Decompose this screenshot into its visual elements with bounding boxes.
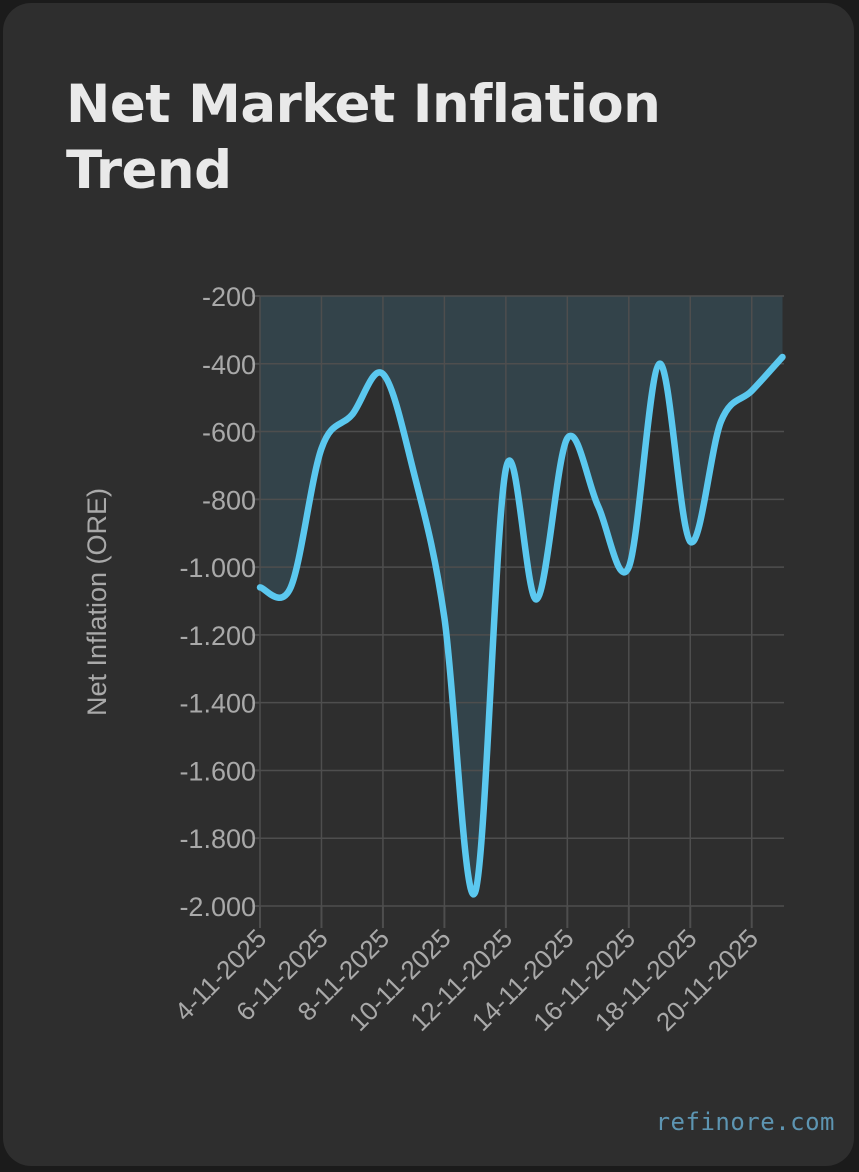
series-area-fill [260, 296, 783, 895]
chart-card [3, 3, 854, 1166]
y-axis-label: Net Inflation (ORE) [82, 488, 112, 716]
y-tick-label: -1.800 [179, 824, 256, 854]
y-tick-label: -2.000 [179, 892, 256, 922]
watermark: refinore.com [655, 1108, 835, 1136]
y-tick-label: -200 [202, 282, 256, 312]
y-axis-ticks: -200 -400 -600 -800 -1.000 -1.200 -1.400 -1.600… [179, 282, 256, 922]
y-tick-label: -1.600 [179, 756, 256, 786]
y-tick-label: -800 [202, 485, 256, 515]
series-line-layer [256, 353, 786, 898]
y-tick-label: -1.400 [179, 689, 256, 719]
y-tick-label: -600 [202, 418, 256, 448]
area-fill-layer [260, 296, 783, 895]
chart-title: Net Market Inflation Trend [66, 74, 661, 201]
x-axis-ticks: 4-11-20256-11-20258-11-202510-11-202512-… [169, 923, 764, 1037]
y-tick-label: -1.200 [179, 621, 256, 651]
y-tick-label: -1.000 [179, 553, 256, 583]
y-tick-label: -400 [202, 350, 256, 380]
series-line [256, 353, 786, 898]
